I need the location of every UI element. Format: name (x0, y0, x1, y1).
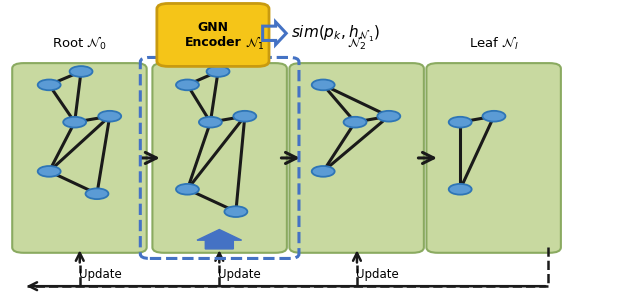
Circle shape (86, 188, 108, 199)
FancyBboxPatch shape (12, 63, 147, 253)
Circle shape (344, 117, 367, 128)
FancyBboxPatch shape (289, 63, 424, 253)
Text: $sim(p_k, h_{\mathcal{N}_1})$: $sim(p_k, h_{\mathcal{N}_1})$ (291, 23, 381, 44)
Circle shape (176, 79, 199, 90)
Text: Update: Update (218, 268, 260, 281)
Circle shape (312, 79, 335, 90)
Text: $\mathcal{N}_1$: $\mathcal{N}_1$ (244, 35, 264, 52)
Circle shape (38, 166, 61, 177)
Text: Leaf $\mathcal{N}_l$: Leaf $\mathcal{N}_l$ (468, 35, 518, 52)
FancyBboxPatch shape (426, 63, 561, 253)
FancyBboxPatch shape (152, 63, 287, 253)
Circle shape (449, 117, 472, 128)
Circle shape (312, 166, 335, 177)
Circle shape (63, 117, 86, 128)
Circle shape (225, 206, 247, 217)
Text: Update: Update (79, 268, 122, 281)
Circle shape (378, 111, 400, 122)
Circle shape (449, 184, 472, 195)
FancyBboxPatch shape (157, 4, 269, 67)
Circle shape (234, 111, 256, 122)
Polygon shape (197, 230, 242, 249)
Circle shape (38, 79, 61, 90)
Circle shape (176, 184, 199, 195)
Circle shape (99, 111, 121, 122)
Circle shape (70, 66, 93, 77)
Text: $\mathcal{N}_2$: $\mathcal{N}_2$ (347, 35, 367, 52)
Text: Update: Update (356, 268, 399, 281)
Circle shape (207, 66, 230, 77)
Circle shape (199, 117, 222, 128)
Circle shape (483, 111, 506, 122)
Text: Root $\mathcal{N}_0$: Root $\mathcal{N}_0$ (52, 35, 107, 52)
Text: GNN
Encoder: GNN Encoder (184, 21, 241, 49)
